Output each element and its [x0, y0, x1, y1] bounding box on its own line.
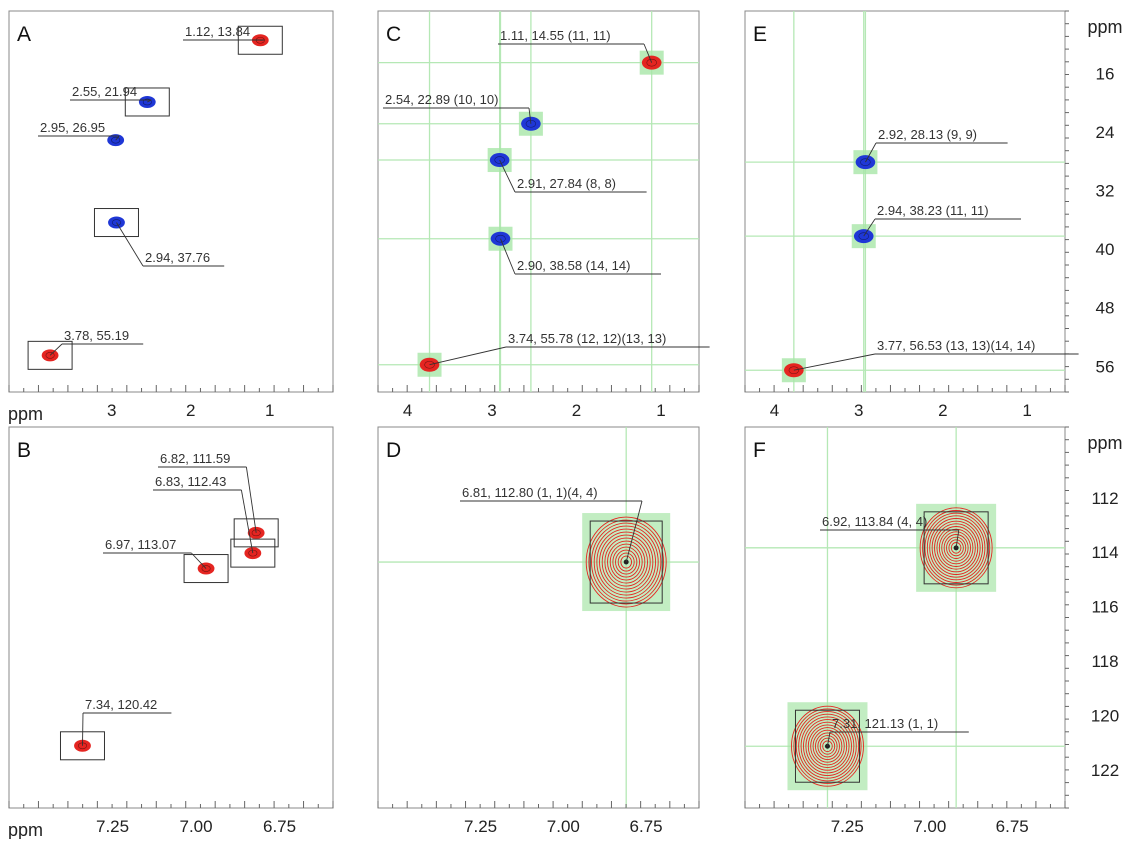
y-tick-label: 116 — [1091, 598, 1118, 617]
x-tick-label: 7.00 — [547, 817, 580, 836]
peak-label: 6.82, 111.59 — [160, 451, 230, 466]
x-tick-label: 2 — [938, 401, 947, 420]
x-tick-label: 2 — [186, 401, 195, 420]
y-tick-label: 56 — [1096, 357, 1115, 376]
leader-line — [82, 713, 83, 746]
x-axis-unit: ppm — [8, 820, 43, 839]
panel-frame — [745, 11, 1065, 392]
x-tick-label: 1 — [265, 401, 274, 420]
x-tick-label: 4 — [403, 401, 412, 420]
peak-label: 3.78, 55.19 — [64, 328, 129, 343]
x-tick-label: 6.75 — [630, 817, 663, 836]
y-axis-unit: ppm — [1087, 433, 1122, 453]
panel-label: C — [386, 23, 401, 46]
x-axis-unit: ppm — [8, 404, 43, 424]
peak-label: 3.77, 56.53 (13, 13)(14, 14) — [877, 338, 1035, 353]
peak-label: 7.34, 120.42 — [85, 697, 157, 712]
peak-label: 2.94, 38.23 (11, 11) — [877, 203, 989, 218]
peak-label: 2.92, 28.13 (9, 9) — [878, 127, 977, 142]
panel-c: C 4 3 2 1 1.11, 14.55 (11, 11) 2.54, 22.89 (10… — [378, 11, 710, 420]
y-tick-label: 112 — [1091, 489, 1118, 508]
x-tick-label: 3 — [107, 401, 116, 420]
peak-label: 2.91, 27.84 (8, 8) — [517, 176, 616, 191]
y-tick-label: 120 — [1091, 706, 1119, 725]
x-tick-label: 7.00 — [913, 817, 946, 836]
x-tick-label: 4 — [770, 401, 779, 420]
peak-label: 6.92, 113.84 (4, 4) — [822, 514, 927, 529]
peak-label: 2.55, 21.94 — [72, 84, 137, 99]
peak-label: 1.12, 13.84 — [185, 24, 250, 39]
y-tick-label: 118 — [1091, 652, 1118, 671]
peak-label: 1.11, 14.55 (11, 11) — [500, 28, 611, 43]
x-tick-label: 2 — [572, 401, 581, 420]
y-tick-label: 32 — [1096, 182, 1115, 201]
x-tick-label: 7.00 — [180, 817, 213, 836]
y-tick-label: 114 — [1091, 543, 1118, 562]
panel-d: D 7.25 7.00 6.75 6.81, 112.80 (1, 1)(4, 4) — [378, 427, 699, 836]
peak-spot — [521, 117, 541, 131]
x-tick-label: 7.25 — [96, 817, 129, 836]
panel-label: B — [17, 439, 31, 462]
y-tick-label: 122 — [1091, 761, 1119, 780]
x-tick-label: 1 — [656, 401, 665, 420]
y-axis-unit: ppm — [1087, 17, 1122, 37]
panel-frame — [9, 11, 333, 392]
peak-label: 3.74, 55.78 (12, 12)(13, 13) — [508, 331, 666, 346]
peak-label: 2.95, 26.95 — [40, 120, 105, 135]
x-tick-label: 7.25 — [831, 817, 864, 836]
x-tick-label: 3 — [854, 401, 863, 420]
y-tick-label: 40 — [1096, 240, 1115, 259]
panel-label: F — [753, 439, 766, 462]
peak-label: 2.94, 37.76 — [145, 250, 210, 265]
peak-label: 6.81, 112.80 (1, 1)(4, 4) — [462, 485, 598, 500]
x-tick-label: 1 — [1022, 401, 1031, 420]
y-tick-label: 48 — [1096, 299, 1115, 318]
panel-f: F 7.25 7.00 6.75 112 114 116 118 120 122 ppm 6.92, … — [745, 427, 1123, 836]
panel-label: A — [17, 23, 31, 46]
x-tick-label: 3 — [487, 401, 496, 420]
y-tick-label: 24 — [1096, 123, 1115, 142]
peak-label: 2.54, 22.89 (10, 10) — [385, 92, 498, 107]
peak-label: 6.97, 113.07 — [105, 537, 176, 552]
panel-a: A 3 2 1 ppm 1.12, 13.84 2.55, 21.94 2.95, 26.95… — [8, 11, 333, 424]
x-tick-label: 6.75 — [996, 817, 1029, 836]
y-tick-label: 16 — [1096, 64, 1115, 83]
peak-label: 2.90, 38.58 (14, 14) — [517, 258, 630, 273]
peak-label: 7.31, 121.13 (1, 1) — [832, 716, 938, 731]
x-tick-label: 7.25 — [464, 817, 497, 836]
x-tick-label: 6.75 — [263, 817, 296, 836]
peak-label: 6.83, 112.43 — [155, 474, 226, 489]
panel-label: E — [753, 23, 767, 46]
panel-label: D — [386, 439, 401, 462]
peak-spot — [198, 563, 215, 575]
panel-b: B 7.25 7.00 6.75 ppm 6.82, 111.59 6.83, 112.43… — [8, 427, 333, 839]
